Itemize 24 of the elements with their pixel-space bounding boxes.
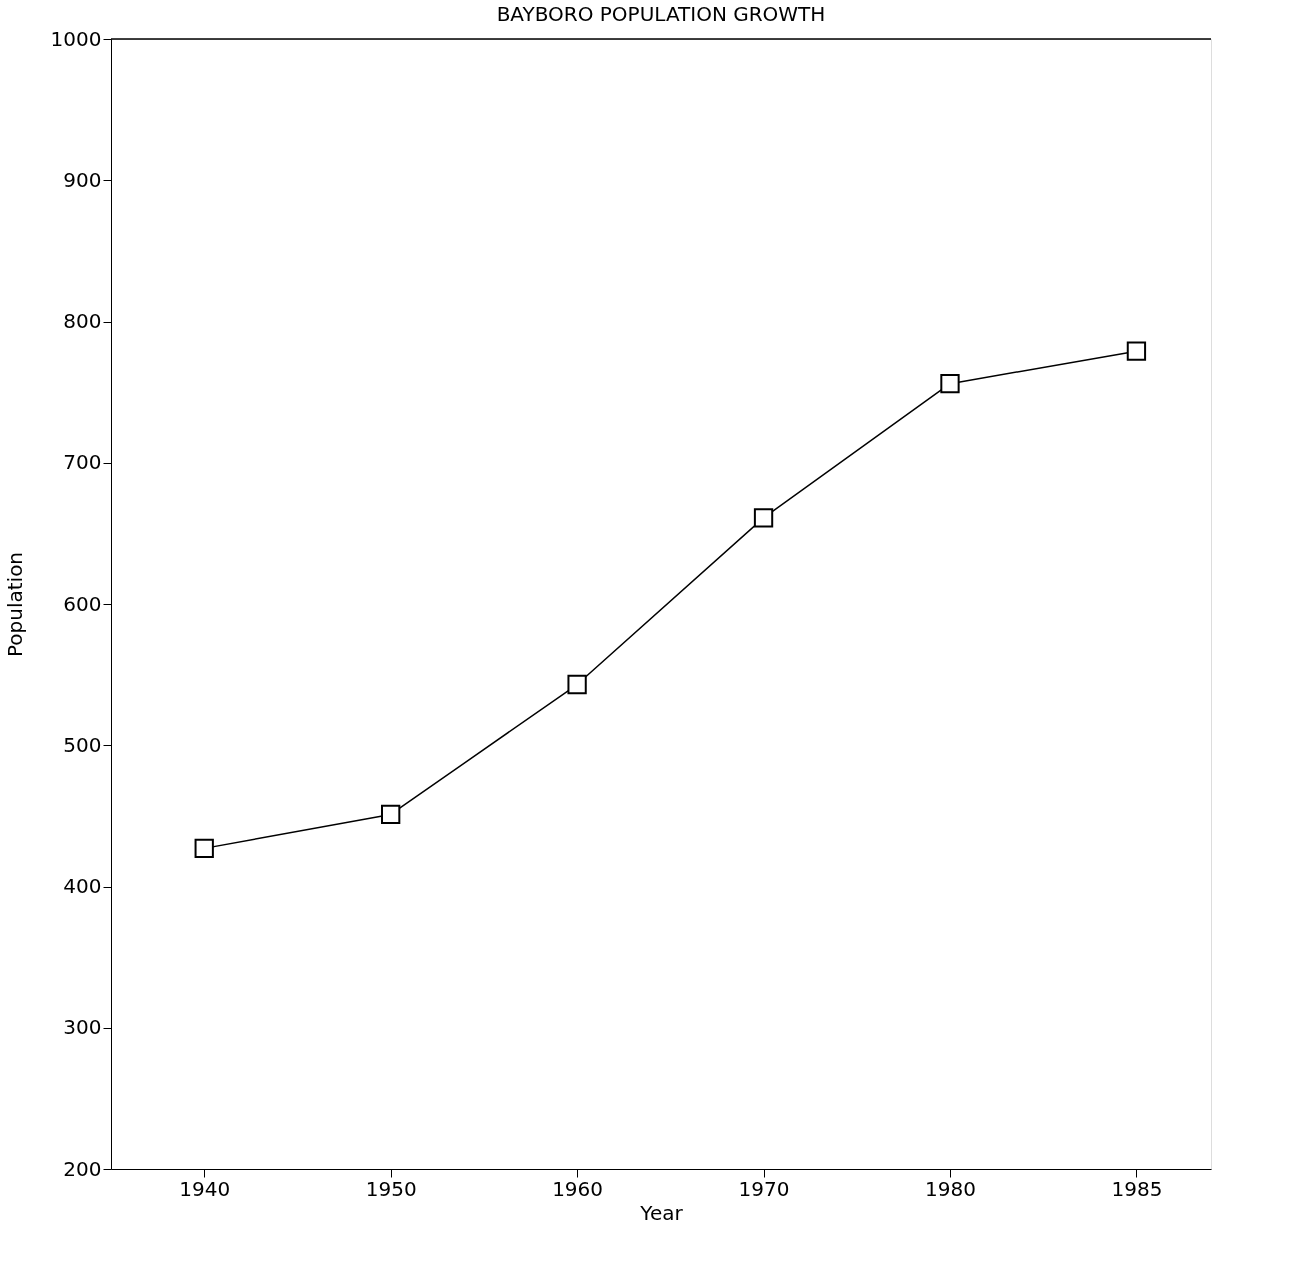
- y-tick-label: 800: [63, 309, 102, 333]
- chart-title: BAYBORO POPULATION GROWTH: [496, 2, 826, 26]
- y-axis-title: Population: [2, 551, 27, 658]
- point: [567, 674, 587, 695]
- x-tick-label: 1960: [552, 1176, 604, 1201]
- y-tick-label: 400: [63, 874, 102, 898]
- point: [381, 804, 401, 825]
- y-tick-label: 1000: [50, 26, 102, 51]
- x-axis-title: Year: [639, 1200, 684, 1225]
- x-tick-label: 1970: [738, 1176, 790, 1201]
- point: [194, 838, 214, 859]
- point: [940, 373, 960, 394]
- x-tick-label: 1940: [179, 1176, 231, 1201]
- point: [753, 508, 774, 528]
- y-tick-label: 300: [63, 1015, 102, 1040]
- point: [1126, 341, 1147, 361]
- x-tick-label: 1950: [365, 1176, 417, 1201]
- y-tick-label: 700: [63, 450, 102, 475]
- y-tick-label: 900: [63, 167, 102, 192]
- x-tick-label: 1985: [1111, 1176, 1163, 1201]
- x-tick-label: 1980: [925, 1176, 976, 1201]
- y-tick-label: 500: [63, 732, 102, 757]
- y-tick-label: 200: [63, 1156, 102, 1181]
- y-tick-label: 600: [63, 591, 102, 616]
